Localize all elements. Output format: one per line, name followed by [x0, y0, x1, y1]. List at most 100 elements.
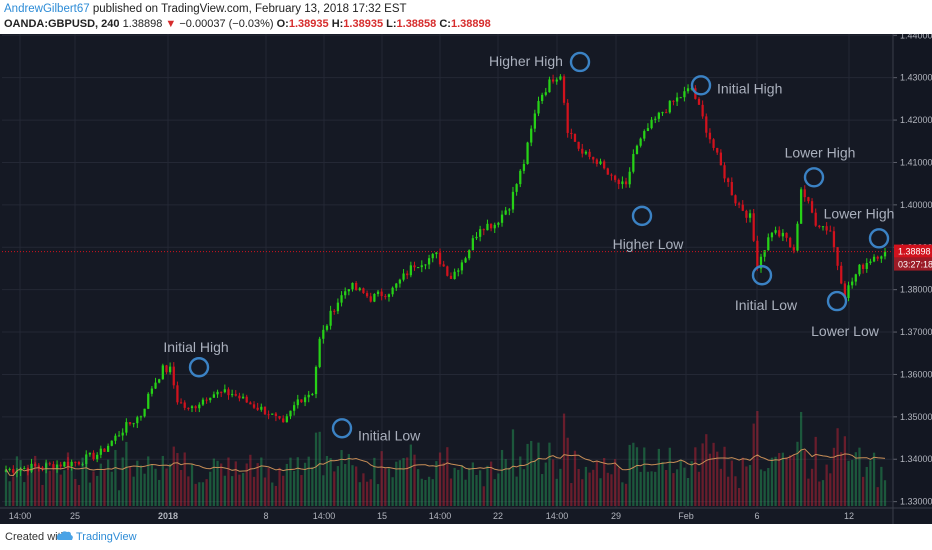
volume-bar	[227, 457, 230, 506]
volume-bar	[106, 459, 110, 506]
symbol-label[interactable]: OANDA:GBPUSD, 240	[4, 18, 120, 30]
volume-bar	[489, 461, 493, 506]
volume-bar	[861, 476, 865, 506]
volume-bar	[657, 448, 660, 506]
candle-body	[665, 112, 668, 114]
candle-body	[716, 147, 719, 153]
candle-body	[730, 182, 733, 196]
volume-bar	[683, 467, 686, 506]
volume-bar	[515, 476, 518, 506]
annotation-circle	[690, 75, 712, 96]
candle-body	[861, 264, 865, 269]
candle-body	[4, 469, 8, 473]
candle-body	[424, 264, 427, 266]
candle-body	[365, 293, 369, 297]
annotation-label: Lower Low	[811, 323, 880, 339]
volume-bar	[730, 460, 733, 506]
volume-bar	[77, 484, 81, 506]
candle-body	[468, 250, 471, 259]
candle-body	[212, 394, 216, 398]
volume-bar	[59, 474, 62, 506]
candle-body	[12, 468, 15, 473]
volume-bar	[282, 475, 285, 506]
volume-bar	[872, 452, 876, 506]
candle-body	[220, 391, 223, 393]
volume-bar	[836, 428, 839, 506]
publish-line: AndrewGilbert67 published on TradingView…	[4, 3, 407, 15]
price-change: −0.00037 (−0.03%)	[179, 18, 274, 30]
candle-body	[161, 365, 164, 380]
volume-bar	[194, 483, 197, 506]
candle-body	[617, 179, 620, 185]
volume-bar	[347, 454, 350, 506]
volume-bar	[307, 456, 310, 506]
volume-bar	[121, 457, 124, 506]
x-tick-label: 14:00	[9, 511, 32, 521]
candle-body	[88, 452, 92, 455]
candle-body	[362, 288, 365, 294]
volume-bar	[508, 467, 511, 506]
volume-bar	[293, 471, 296, 506]
price-chart[interactable]: 1.440001.430001.420001.410001.400001.390…	[0, 34, 932, 524]
tradingview-logo[interactable]: TradingView	[76, 531, 137, 543]
volume-bar	[212, 458, 216, 506]
candle-body	[63, 461, 66, 467]
candle-body	[767, 237, 770, 251]
volume-bar	[650, 471, 653, 506]
candle-body	[869, 261, 872, 263]
volume-bar	[420, 478, 423, 506]
volume-bar	[453, 467, 456, 506]
candle-body	[657, 112, 660, 119]
tradingview-cloud-icon	[56, 531, 73, 540]
candle-body	[799, 189, 803, 224]
volume-bar	[12, 476, 15, 506]
y-tick-label: 1.36000	[900, 369, 932, 379]
volume-bar	[44, 461, 48, 506]
candle-body	[562, 76, 566, 103]
annotation-label: Initial Low	[358, 427, 421, 443]
volume-bar	[592, 469, 595, 506]
candle-body	[278, 416, 281, 419]
volume-bar	[362, 473, 365, 506]
candle-body	[398, 279, 402, 284]
candle-body	[187, 407, 190, 409]
candle-body	[610, 174, 613, 176]
volume-bar	[249, 454, 252, 506]
candle-body	[209, 397, 212, 401]
candle-body	[883, 251, 887, 257]
y-tick-label: 1.34000	[900, 454, 932, 464]
volume-bar	[843, 436, 847, 506]
candle-body	[66, 461, 70, 467]
volume-bar	[617, 467, 620, 506]
volume-bar	[770, 457, 774, 506]
candle-body	[216, 391, 219, 395]
volume-bar	[475, 474, 478, 506]
candle-body	[603, 161, 606, 169]
volume-bar	[431, 479, 434, 506]
x-tick-label: 6	[754, 511, 759, 521]
volume-bar	[402, 458, 405, 506]
volume-bar	[705, 434, 708, 506]
candle-body	[511, 191, 515, 210]
volume-bar	[351, 465, 354, 506]
y-tick-label: 1.44000	[900, 34, 932, 40]
volume-bar	[223, 475, 226, 506]
candle-body	[128, 422, 132, 425]
volume-bar	[577, 469, 580, 506]
candle-body	[183, 402, 186, 408]
volume-bar	[679, 459, 682, 506]
volume-bar	[314, 432, 318, 506]
author-link[interactable]: AndrewGilbert67	[4, 3, 90, 15]
volume-bar	[387, 468, 391, 506]
volume-bar	[409, 444, 412, 506]
x-tick-label: 12	[844, 511, 854, 521]
candle-body	[621, 181, 624, 185]
volume-bar	[23, 482, 26, 506]
candle-body	[380, 291, 383, 297]
candle-body	[471, 238, 474, 251]
current-price-label: 1.38898	[898, 247, 931, 257]
candle-body	[329, 310, 332, 326]
volume-bar	[737, 488, 741, 506]
volume-bar	[4, 469, 8, 506]
y-tick-label: 1.40000	[900, 200, 932, 210]
